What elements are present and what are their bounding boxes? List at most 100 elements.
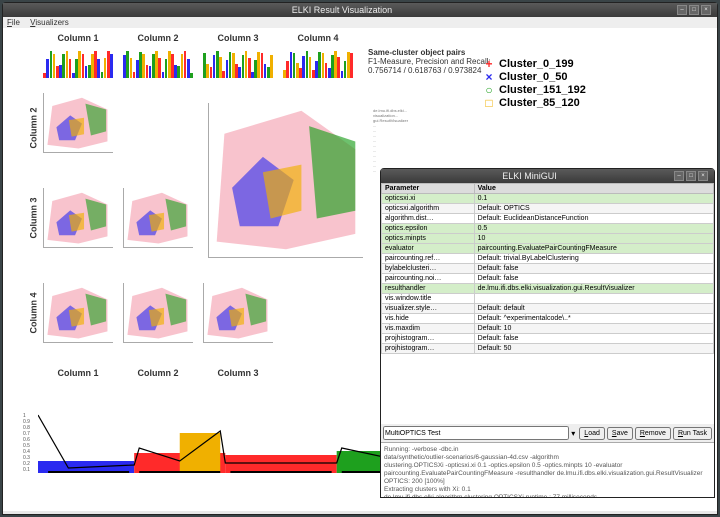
histogram-1 [43, 48, 113, 78]
legend-item: +Cluster_0_199 [483, 58, 586, 70]
scatter-r4-c1 [43, 283, 113, 343]
col-header-4: Column 4 [283, 33, 353, 43]
param-value[interactable]: Default: false [474, 334, 713, 344]
main-titlebar[interactable]: ELKI Result Visualization – □ × [3, 3, 717, 17]
param-name: vis.hide [382, 314, 475, 324]
param-row[interactable]: visualizer.style…Default: default [382, 304, 714, 314]
legend-label: Cluster_151_192 [499, 84, 586, 96]
menu-visualizers[interactable]: Visualizers [30, 18, 69, 27]
param-value[interactable]: Default: default [474, 304, 713, 314]
param-row[interactable]: vis.window.title [382, 294, 714, 304]
param-name: bylabelclusteri… [382, 264, 475, 274]
param-value[interactable]: Default: 10 [474, 324, 713, 334]
col-header-1: Column 1 [43, 33, 113, 43]
param-value[interactable]: Default: 50 [474, 344, 713, 354]
param-name: paircounting.noi… [382, 274, 475, 284]
param-name: optics.minpts [382, 234, 475, 244]
menu-file[interactable]: File [7, 18, 20, 27]
param-name: evaluator [382, 244, 475, 254]
scatter-r2-c1 [43, 93, 113, 153]
param-value[interactable]: 10 [474, 234, 713, 244]
mg-minimize-icon[interactable]: – [674, 171, 684, 181]
param-value[interactable]: Default: false [474, 274, 713, 284]
run-task-button[interactable]: Run Task [673, 427, 712, 440]
legend-label: Cluster_85_120 [499, 97, 580, 109]
param-value[interactable]: Default: EuclideanDistanceFunction [474, 214, 713, 224]
minigui-titlebar[interactable]: ELKI MiniGUI – □ × [381, 169, 714, 183]
legend-item: ×Cluster_0_50 [483, 71, 586, 83]
param-value[interactable]: de.lmu.ifi.dbs.elki.visualization.gui.Re… [474, 284, 713, 294]
param-name: projhistogram… [382, 344, 475, 354]
th-param[interactable]: Parameter [382, 184, 475, 194]
param-row[interactable]: resulthandlerde.lmu.ifi.dbs.elki.visuali… [382, 284, 714, 294]
th-value[interactable]: Value [474, 184, 713, 194]
param-value[interactable]: Default: OPTICS [474, 204, 713, 214]
minigui-title: ELKI MiniGUI [387, 171, 672, 181]
param-row[interactable]: bylabelclusteri…Default: false [382, 264, 714, 274]
task-combo[interactable] [383, 426, 569, 440]
legend-text: Same-cluster object pairs F1-Measure, Pr… [368, 48, 491, 75]
legend-marker-icon: □ [483, 97, 495, 109]
save-button[interactable]: Save [607, 427, 633, 440]
bcol-3: Column 3 [203, 368, 273, 378]
param-row[interactable]: optics.minpts10 [382, 234, 714, 244]
remove-button[interactable]: Remove [635, 427, 671, 440]
legend-item: ○ Cluster_151_192 [483, 84, 586, 96]
param-row[interactable]: projhistogram…Default: 50 [382, 344, 714, 354]
close-icon[interactable]: × [701, 5, 711, 15]
param-value[interactable]: paircounting.EvaluatePairCountingFMeasur… [474, 244, 713, 254]
param-name: optics.epsilon [382, 224, 475, 234]
param-row[interactable]: vis.maxdimDefault: 10 [382, 324, 714, 334]
param-row[interactable]: algorithm.dist…Default: EuclideanDistanc… [382, 214, 714, 224]
minimize-icon[interactable]: – [677, 5, 687, 15]
legend-label: Cluster_0_50 [499, 71, 568, 83]
maximize-icon[interactable]: □ [689, 5, 699, 15]
main-title: ELKI Result Visualization [9, 5, 675, 15]
param-row[interactable]: projhistogram…Default: false [382, 334, 714, 344]
histogram-2 [123, 48, 193, 78]
row-header-3: Column 3 [29, 197, 39, 238]
scatter-r4-c3 [203, 283, 273, 343]
param-name: opticsxi.algorithm [382, 204, 475, 214]
bcol-1: Column 1 [43, 368, 113, 378]
param-name: vis.maxdim [382, 324, 475, 334]
minigui-window[interactable]: ELKI MiniGUI – □ × Parameter Value optic… [380, 168, 715, 498]
mg-maximize-icon[interactable]: □ [686, 171, 696, 181]
overview-text: de.lmu.ifi.dbs.elki...visualization...gu… [373, 108, 473, 173]
param-row[interactable]: evaluatorpaircounting.EvaluatePairCounti… [382, 244, 714, 254]
bcol-2: Column 2 [123, 368, 193, 378]
log-output: Running: -verbose -dbc.in data/synthetic… [381, 442, 714, 497]
param-row[interactable]: opticsxi.algorithmDefault: OPTICS [382, 204, 714, 214]
param-row[interactable]: optics.epsilon0.5 [382, 224, 714, 234]
param-name: opticsxi.xi [382, 194, 475, 204]
main-scatter [208, 103, 363, 258]
param-value[interactable]: Default: trivial.ByLabelClustering [474, 254, 713, 264]
histogram-4 [283, 48, 353, 78]
param-row[interactable]: opticsxi.xi0.1 [382, 194, 714, 204]
histogram-3 [203, 48, 273, 78]
menubar: File Visualizers [3, 17, 717, 28]
col-header-3: Column 3 [203, 33, 273, 43]
legend-marker-icon: ○ [483, 84, 495, 96]
param-name: resulthandler [382, 284, 475, 294]
scatter-r4-c2 [123, 283, 193, 343]
row-header-2: Column 2 [29, 107, 39, 148]
param-value[interactable]: 0.5 [474, 224, 713, 234]
param-value[interactable]: Default: false [474, 264, 713, 274]
param-row[interactable]: vis.hideDefault: ^experimentalcode\..* [382, 314, 714, 324]
mg-close-icon[interactable]: × [698, 171, 708, 181]
param-name: projhistogram… [382, 334, 475, 344]
legend-title: Same-cluster object pairs [368, 48, 491, 57]
dropdown-icon[interactable]: ▾ [569, 429, 577, 438]
col-header-2: Column 2 [123, 33, 193, 43]
load-button[interactable]: Load [579, 427, 605, 440]
param-name: vis.window.title [382, 294, 475, 304]
legend-values: 0.756714 / 0.618763 / 0.973824 [368, 66, 491, 75]
legend-item: □ Cluster_85_120 [483, 97, 586, 109]
param-value[interactable]: 0.1 [474, 194, 713, 204]
param-row[interactable]: paircounting.ref…Default: trivial.ByLabe… [382, 254, 714, 264]
param-row[interactable]: paircounting.noi…Default: false [382, 274, 714, 284]
param-value[interactable]: Default: ^experimentalcode\..* [474, 314, 713, 324]
param-value[interactable] [474, 294, 713, 304]
button-row: ▾ LoadSaveRemoveRun Task [381, 424, 714, 442]
